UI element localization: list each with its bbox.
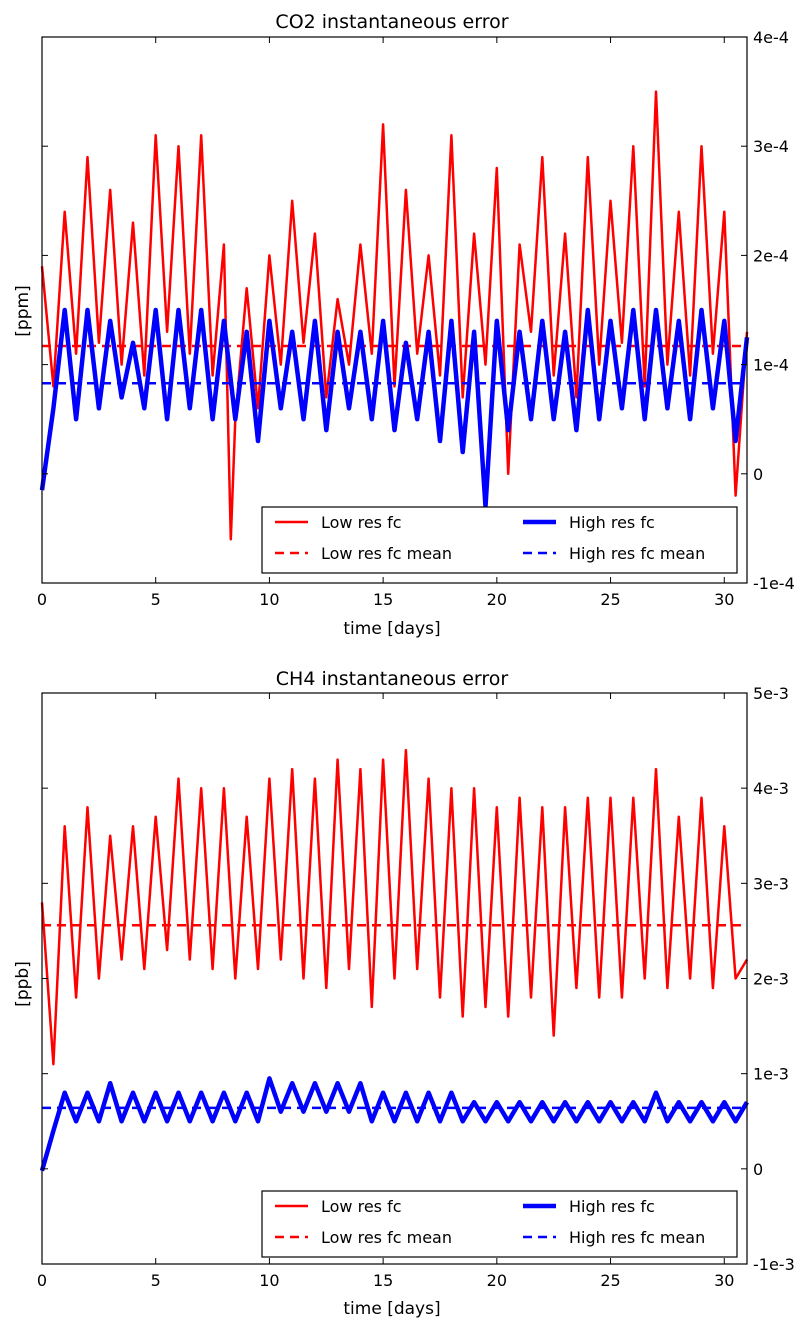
ch4-y-tick-label: 4e-3 (753, 779, 789, 798)
co2-plot-area (39, 90, 750, 541)
co2-legend: Low res fc Low res fc mean High res fc H… (261, 506, 738, 574)
co2-x-axis-label: time [days] (343, 619, 440, 639)
ch4-legend-label-high-res: High res fc (569, 1197, 655, 1216)
ch4-x-tick-label: 20 (487, 1271, 507, 1290)
ch4-x-tick-label: 10 (259, 1271, 279, 1290)
ch4-plot-area (39, 748, 749, 1172)
ch4-x-axis-label: time [days] (343, 1299, 440, 1319)
ch4-legend-label-low-res-mean: Low res fc mean (321, 1228, 452, 1247)
ch4-y-tick-label: 2e-3 (753, 970, 789, 989)
ch4-y-tick-label: 5e-3 (753, 684, 789, 703)
co2-x-tick-label: 10 (259, 590, 279, 609)
co2-series-high-res-line (39, 307, 750, 509)
co2-y-tick-label: -1e-4 (753, 574, 795, 593)
co2-y-tick-label: 3e-4 (753, 137, 789, 156)
ch4-chart: CH4 instantaneous error time [days] [ppb… (13, 668, 795, 1319)
co2-y-tick-label: 2e-4 (753, 246, 789, 265)
ch4-x-tick-label: 15 (373, 1271, 393, 1290)
co2-y-tick-label: 0 (753, 465, 763, 484)
co2-series-low-res-line (40, 90, 749, 541)
co2-x-tick-label: 5 (151, 590, 161, 609)
ch4-y-tick-label: 1e-3 (753, 1065, 789, 1084)
co2-legend-box (261, 506, 738, 574)
co2-legend-label-high-res-mean: High res fc mean (569, 544, 705, 563)
co2-x-tick-label: 30 (714, 590, 734, 609)
ch4-ticks: 0 5 10 15 20 25 30 -1e-3 0 1e-3 2e-3 3e-3 4e-3 5e-3 (37, 684, 795, 1290)
ch4-y-axis-label: [ppb] (13, 961, 33, 1007)
co2-legend-label-low-res-mean: Low res fc mean (321, 544, 452, 563)
co2-chart-title: CO2 instantaneous error (275, 11, 508, 33)
co2-x-tick-label: 15 (373, 590, 393, 609)
co2-y-axis-label: [ppm] (13, 285, 33, 336)
ch4-series-low-res-line (40, 748, 749, 1066)
co2-x-tick-label: 20 (487, 590, 507, 609)
ch4-x-tick-label: 5 (151, 1271, 161, 1290)
ch4-x-tick-label: 30 (714, 1271, 734, 1290)
co2-y-tick-label: 4e-4 (753, 28, 789, 47)
co2-legend-label-high-res: High res fc (569, 513, 655, 532)
ch4-x-tick-label: 25 (600, 1271, 620, 1290)
ch4-chart-title: CH4 instantaneous error (276, 668, 509, 690)
co2-x-tick-label: 0 (37, 590, 47, 609)
co2-legend-label-low-res: Low res fc (321, 513, 402, 532)
ch4-legend-box (261, 1190, 738, 1258)
co2-axes-frame (41, 36, 748, 584)
ch4-y-tick-label: 0 (753, 1160, 763, 1179)
ch4-y-tick-label: 3e-3 (753, 874, 789, 893)
co2-y-tick-label: 1e-4 (753, 356, 789, 375)
co2-ticks: 0 5 10 15 20 25 30 -1e-4 0 1e-4 2e-4 3e-4 4e-4 (37, 28, 795, 609)
ch4-y-tick-label: -1e-3 (753, 1255, 795, 1274)
ch4-legend: Low res fc Low res fc mean High res fc H… (261, 1190, 738, 1258)
ch4-legend-label-high-res-mean: High res fc mean (569, 1228, 705, 1247)
ch4-legend-label-low-res: Low res fc (321, 1197, 402, 1216)
ch4-x-tick-label: 0 (37, 1271, 47, 1290)
co2-chart: CO2 instantaneous error time [days] [ppm… (13, 11, 795, 639)
co2-x-tick-label: 25 (600, 590, 620, 609)
